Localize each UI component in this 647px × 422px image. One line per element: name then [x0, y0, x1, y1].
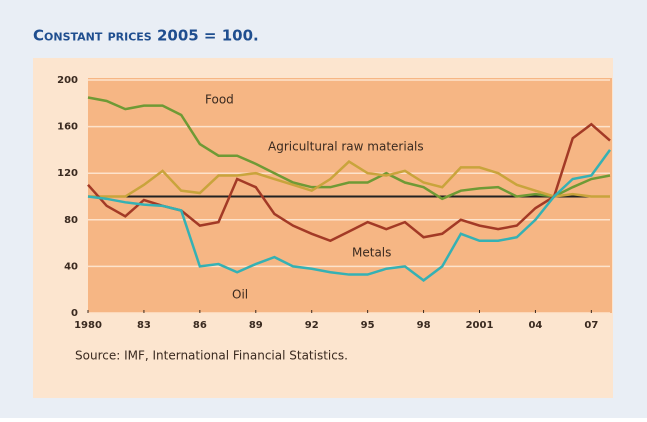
x-tick-label: 07	[584, 320, 598, 331]
y-tick-label: 120	[57, 168, 78, 179]
y-tick-label: 40	[64, 261, 78, 272]
y-tick-label: 160	[57, 122, 78, 133]
series-label: Food	[205, 93, 234, 107]
y-tick-label: 200	[57, 75, 78, 86]
x-tick-label: 92	[305, 320, 319, 331]
x-tick-label: 89	[249, 320, 263, 331]
chart-title: Constant prices 2005 = 100.	[33, 27, 259, 45]
series-line	[87, 149, 612, 282]
x-tick-label: 04	[528, 320, 542, 331]
y-tick-label: 0	[71, 308, 78, 319]
x-tick-label: 95	[361, 320, 375, 331]
series-line	[88, 159, 610, 198]
x-tick-label: 2001	[466, 320, 494, 331]
series-label: Agricultural raw materials	[268, 140, 424, 154]
series-label: Metals	[352, 246, 391, 260]
x-tick-label: 83	[137, 320, 151, 331]
source: Source: IMF, International Financial Sta…	[75, 349, 348, 363]
x-tick-label: 86	[193, 320, 207, 331]
x-tick-label: 98	[417, 320, 431, 331]
series-label: Oil	[232, 288, 248, 302]
x-tick-label: 1980	[74, 320, 102, 331]
series-line	[87, 96, 611, 201]
y-tick-label: 80	[64, 215, 78, 226]
